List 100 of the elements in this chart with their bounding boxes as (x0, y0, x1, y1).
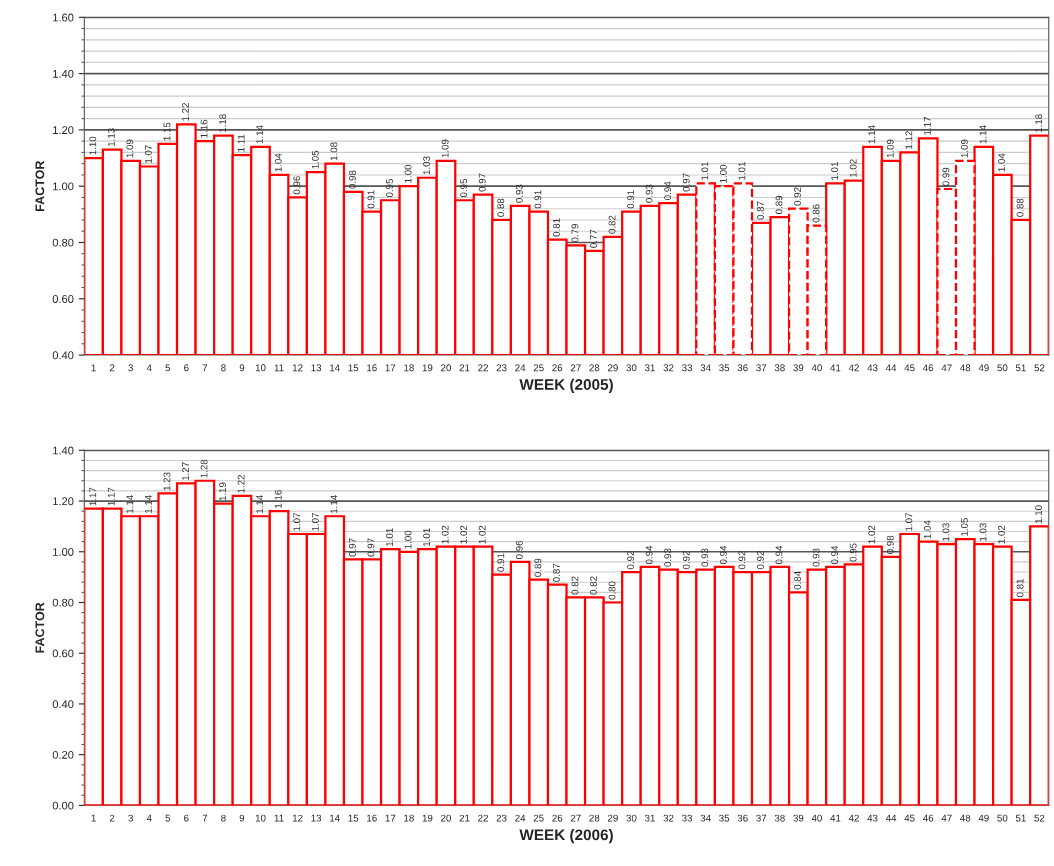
x-tick-label: 6 (184, 364, 189, 372)
data-label: 1.14 (256, 125, 264, 144)
x-axis-title: WEEK (2006) (519, 829, 613, 844)
data-label: 0.95 (460, 178, 468, 198)
x-tick-label: 7 (202, 814, 208, 822)
y-tick-label: 1.40 (53, 69, 74, 78)
data-label: 0.81 (1016, 578, 1024, 598)
y-tick-label: 0.00 (52, 801, 74, 810)
x-tick-label: 52 (1034, 364, 1045, 372)
data-label: 1.02 (868, 525, 876, 544)
x-tick-label: 45 (904, 814, 915, 822)
data-label: 1.15 (163, 122, 171, 141)
x-tick-label: 10 (255, 814, 266, 822)
x-tick-label: 41 (830, 364, 841, 372)
x-tick-label: 17 (385, 364, 396, 372)
data-label: 1.07 (293, 513, 301, 531)
data-label: 0.92 (627, 551, 635, 570)
x-tick-label: 48 (960, 814, 971, 822)
data-label: 1.10 (89, 136, 97, 155)
data-label: 1.14 (126, 495, 134, 513)
data-label: 1.14 (256, 495, 264, 513)
data-label: 1.09 (441, 139, 449, 158)
x-tick-label: 25 (533, 814, 544, 822)
x-tick-label: 30 (626, 364, 637, 372)
x-tick-label: 35 (719, 364, 730, 372)
x-tick-label: 18 (404, 364, 414, 372)
y-axis-title: FACTOR (35, 602, 45, 653)
x-axis-title: WEEK (2005) (519, 378, 613, 393)
data-label: 0.84 (794, 571, 801, 590)
data-label: 1.22 (237, 475, 245, 493)
data-label: 0.92 (738, 551, 746, 570)
data-label: 1.07 (905, 513, 913, 531)
data-label: 0.82 (608, 215, 616, 234)
data-label: 1.01 (831, 162, 839, 180)
y-axis-title: FACTOR (35, 160, 45, 211)
x-tick-label: 14 (330, 814, 340, 822)
x-tick-label: 24 (515, 364, 526, 372)
x-tick-label: 37 (756, 814, 767, 822)
x-tick-label: 40 (811, 364, 822, 372)
data-label: 1.07 (144, 145, 152, 163)
x-tick-label: 16 (367, 814, 377, 822)
data-label: 0.93 (812, 548, 820, 567)
x-tick-label: 43 (867, 814, 878, 822)
data-label: 1.02 (478, 525, 486, 544)
x-tick-label: 38 (774, 814, 785, 822)
data-label: 1.00 (404, 164, 412, 183)
x-tick-label: 37 (756, 364, 767, 372)
data-label: 1.01 (701, 162, 709, 180)
x-tick-label: 14 (330, 364, 340, 372)
data-label: 0.96 (515, 540, 523, 559)
x-tick-label: 12 (292, 814, 303, 822)
data-label: 1.04 (998, 153, 1005, 172)
x-tick-label: 9 (239, 364, 245, 372)
data-label: 1.11 (237, 134, 245, 152)
x-tick-label: 42 (848, 364, 859, 372)
data-label: 1.05 (961, 518, 968, 536)
data-label: 1.03 (423, 156, 431, 175)
x-tick-label: 31 (644, 814, 655, 822)
data-label: 1.01 (386, 528, 393, 546)
data-label: 0.94 (645, 545, 653, 565)
data-label: 0.94 (831, 545, 839, 565)
data-label: 1.02 (460, 525, 468, 544)
data-label: 0.91 (627, 190, 635, 209)
x-tick-label: 10 (255, 364, 266, 372)
x-tick-label: 36 (737, 364, 748, 372)
data-label: 0.93 (515, 184, 523, 203)
data-label: 1.28 (200, 459, 208, 478)
data-label: 1.09 (886, 139, 894, 158)
x-tick-label: 23 (496, 814, 507, 822)
data-label: 1.02 (441, 525, 449, 544)
data-label: 0.94 (775, 545, 783, 565)
x-tick-label: 6 (184, 814, 189, 822)
x-tick-label: 13 (311, 364, 322, 372)
data-label: 0.93 (701, 548, 709, 567)
x-tick-label: 3 (128, 814, 133, 822)
x-tick-label: 8 (221, 814, 226, 822)
data-label: 1.14 (979, 125, 987, 144)
x-tick-label: 28 (589, 364, 600, 372)
x-tick-label: 51 (1015, 814, 1026, 822)
x-tick-label: 3 (128, 364, 133, 372)
y-tick-label: 0.40 (52, 351, 74, 360)
y-tick-label: 1.20 (53, 126, 74, 135)
data-label: 0.88 (1016, 198, 1024, 217)
x-tick-label: 32 (663, 814, 674, 822)
data-label: 1.16 (200, 119, 208, 138)
y-tick-label: 1.00 (53, 548, 74, 556)
data-label: 0.79 (571, 224, 579, 243)
x-tick-label: 46 (923, 814, 934, 822)
x-tick-label: 19 (422, 814, 433, 822)
y-tick-label: 0.80 (52, 598, 74, 607)
data-label: 1.00 (719, 164, 727, 183)
data-label: 1.04 (923, 520, 931, 539)
x-tick-label: 21 (459, 814, 470, 822)
data-label: 0.98 (886, 535, 894, 554)
data-label: 1.19 (219, 482, 227, 501)
x-tick-label: 43 (867, 364, 878, 372)
x-tick-label: 41 (830, 814, 841, 822)
data-label: 0.93 (645, 184, 653, 203)
y-tick-label: 1.60 (53, 13, 74, 22)
data-label: 0.92 (794, 187, 801, 206)
